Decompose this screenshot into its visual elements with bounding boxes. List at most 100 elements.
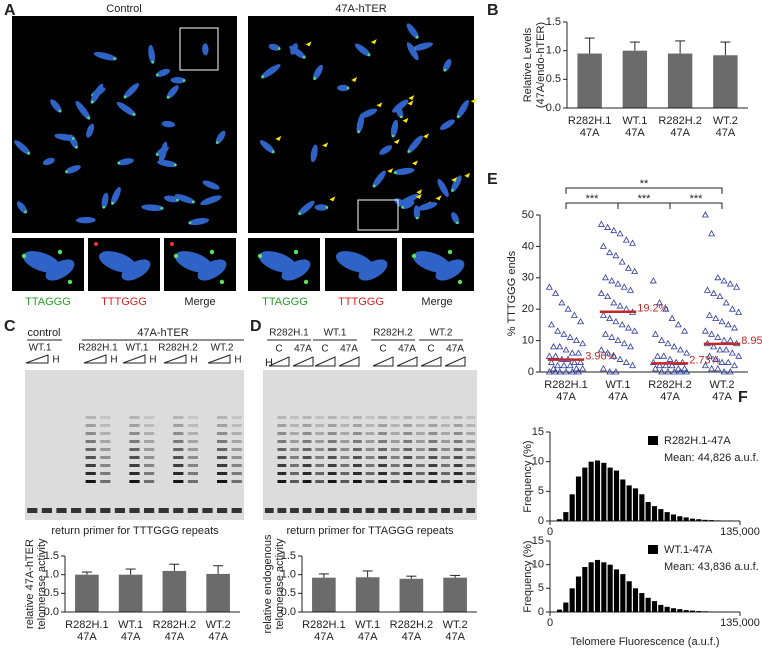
gel-band [340, 472, 350, 475]
telomere-signal [91, 100, 94, 104]
y-tick-label: 0 [538, 515, 544, 527]
gel-band [466, 480, 476, 483]
histogram-bar [702, 519, 708, 521]
data-point [550, 365, 558, 372]
gel-band [403, 508, 413, 513]
gel-band [129, 432, 140, 435]
lane-label: R282H.1 [78, 343, 118, 354]
lane-label: R282H.2 [158, 343, 198, 354]
gel-band [390, 440, 400, 443]
gel-band [173, 472, 184, 475]
bar [206, 573, 230, 612]
annotation: Mean: 43,836 a.u.f. [664, 561, 759, 573]
x-tick-label: 47A [716, 127, 736, 139]
arrow-marker [393, 139, 400, 145]
data-point [683, 368, 691, 375]
data-point [626, 286, 634, 293]
gel-band [129, 448, 140, 451]
histogram-bar [556, 519, 563, 521]
histogram-bar [696, 611, 702, 612]
group-label: control [27, 327, 60, 339]
data-point [701, 361, 709, 369]
gel-band [453, 508, 463, 513]
data-point [664, 368, 672, 375]
arrow-marker [387, 168, 394, 174]
chromosome [215, 130, 226, 145]
telomere-signal [113, 57, 116, 60]
histogram-bar [563, 512, 569, 521]
telomere-signal [415, 35, 419, 39]
lane-label: WT.2 [430, 328, 453, 339]
data-point [722, 346, 730, 353]
chromosome [75, 100, 91, 120]
gel-band [365, 472, 375, 475]
inset-label: TTTGGG [101, 296, 147, 308]
telomere-signal [173, 253, 179, 259]
telomere-signal [298, 212, 302, 215]
gel-band [173, 448, 184, 451]
data-point [616, 302, 624, 309]
histogram-bar [613, 569, 620, 612]
y-tick-label: 0.5 [281, 587, 296, 599]
gel-band [378, 464, 387, 467]
gel-band [403, 480, 413, 483]
gel-band [202, 508, 213, 513]
bar [118, 574, 143, 612]
chromosome [116, 101, 136, 117]
data-point [577, 317, 585, 325]
gel-band [187, 456, 199, 459]
data-point [554, 361, 562, 369]
data-point [604, 223, 612, 230]
telomere-signal [277, 47, 281, 50]
data-point [714, 365, 722, 372]
gel-band [353, 440, 362, 443]
telomere-signal [293, 249, 299, 255]
chromosome [260, 64, 281, 79]
gel-band [415, 440, 425, 443]
telomere-signal [219, 279, 225, 285]
chromosome [393, 167, 415, 175]
data-point [618, 321, 626, 328]
gel-band [327, 456, 337, 459]
data-point [597, 346, 605, 353]
arrow-marker [322, 142, 329, 148]
legend-swatch [648, 436, 658, 445]
lane-label: H [149, 355, 156, 366]
gel-band [158, 508, 169, 513]
gel-band [100, 464, 111, 467]
telomere-signal [451, 189, 454, 192]
x-tick-label: 135,000 [720, 526, 760, 538]
data-point [656, 361, 664, 369]
gel-band [100, 432, 111, 435]
gel-band [27, 508, 38, 513]
histogram-bar [607, 564, 613, 612]
x-tick-label: 47A [556, 391, 576, 403]
telomere-signal [261, 75, 265, 79]
gel-band [441, 416, 450, 419]
gel-band [428, 440, 438, 443]
gel-band [390, 480, 400, 483]
gel-band [340, 440, 350, 443]
chromosome [117, 158, 134, 166]
significance-label: *** [586, 193, 600, 205]
gel-band [441, 464, 450, 467]
chromosome [170, 77, 186, 84]
telomere-signal [367, 53, 371, 57]
gel-band [129, 472, 140, 475]
gel-band [129, 440, 140, 443]
chromosome [161, 120, 176, 128]
histogram-bar [632, 588, 639, 612]
gel-band [466, 464, 476, 467]
data-point [733, 283, 741, 290]
inset-label: Merge [184, 296, 215, 308]
gel-band [365, 508, 375, 513]
data-point [616, 230, 624, 237]
chromosome [354, 43, 371, 57]
gel-band [353, 480, 362, 483]
y-tick-label: 10 [522, 335, 534, 347]
telomere-signal [457, 279, 463, 285]
lane-label: H [110, 355, 117, 366]
chromosome [456, 100, 469, 119]
histogram-bar [620, 574, 626, 612]
gel-band [428, 416, 438, 419]
